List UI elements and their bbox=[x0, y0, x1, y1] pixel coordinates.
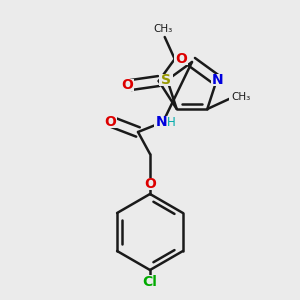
FancyBboxPatch shape bbox=[120, 79, 134, 91]
FancyBboxPatch shape bbox=[103, 116, 117, 128]
FancyBboxPatch shape bbox=[174, 53, 188, 65]
FancyBboxPatch shape bbox=[159, 74, 173, 86]
FancyBboxPatch shape bbox=[154, 116, 176, 128]
Text: O: O bbox=[175, 52, 187, 66]
Text: O: O bbox=[144, 177, 156, 191]
Text: CH₃: CH₃ bbox=[232, 92, 251, 102]
Text: CH₃: CH₃ bbox=[153, 24, 172, 34]
Text: O: O bbox=[121, 78, 133, 92]
FancyBboxPatch shape bbox=[211, 74, 225, 86]
Text: H: H bbox=[167, 116, 176, 128]
FancyBboxPatch shape bbox=[143, 178, 157, 190]
Text: Cl: Cl bbox=[142, 275, 158, 289]
FancyBboxPatch shape bbox=[150, 23, 176, 35]
FancyBboxPatch shape bbox=[140, 275, 160, 289]
Text: N: N bbox=[212, 73, 224, 87]
Text: S: S bbox=[161, 73, 171, 87]
Text: O: O bbox=[104, 115, 116, 129]
FancyBboxPatch shape bbox=[229, 91, 253, 103]
Text: N: N bbox=[156, 115, 168, 129]
